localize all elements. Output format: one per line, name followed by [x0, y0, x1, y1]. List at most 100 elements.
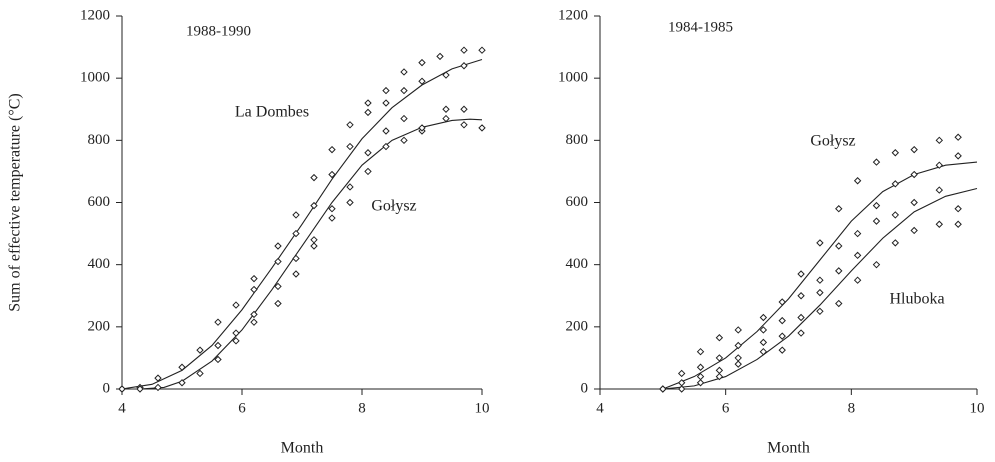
data-point [274, 257, 282, 266]
data-point [677, 369, 686, 378]
x-tick-label: 6 [238, 400, 246, 416]
data-point [835, 205, 843, 213]
data-point [715, 366, 724, 375]
data-point [400, 136, 408, 145]
x-tick-label: 8 [358, 400, 366, 416]
data-point [460, 105, 468, 113]
y-tick-label: 1200 [558, 7, 588, 23]
x-tick-label: 10 [970, 400, 985, 416]
data-point [778, 316, 786, 325]
data-point [891, 149, 900, 157]
data-point [178, 363, 186, 371]
data-point [292, 211, 300, 219]
data-point [310, 236, 318, 244]
data-point [232, 337, 240, 345]
y-tick-label: 800 [88, 132, 111, 148]
data-point [154, 383, 162, 392]
data-point [759, 326, 768, 334]
data-point [696, 372, 705, 381]
data-point [891, 211, 900, 219]
data-point [910, 170, 918, 179]
data-point [759, 347, 768, 356]
y-tick-label: 1000 [558, 70, 588, 86]
data-point [759, 338, 768, 347]
y-tick-label: 1200 [80, 7, 110, 23]
y-tick-label: 0 [581, 380, 589, 396]
fit-curve [662, 161, 978, 390]
y-tick-label: 400 [88, 256, 111, 272]
data-point [659, 385, 667, 393]
data-point [835, 299, 843, 308]
data-point [328, 205, 336, 213]
data-point [734, 341, 742, 350]
x-tick-label: 4 [596, 400, 604, 416]
data-point [816, 276, 824, 284]
data-point [364, 108, 372, 117]
data-point [816, 307, 824, 315]
data-point [853, 276, 862, 284]
data-point [759, 313, 768, 322]
x-tick-label: 6 [722, 400, 730, 416]
data-point [382, 127, 390, 135]
data-point [696, 379, 705, 387]
data-point [364, 167, 372, 176]
data-point [853, 251, 862, 260]
data-point [797, 313, 805, 322]
data-point [442, 114, 450, 123]
data-point [310, 201, 318, 210]
data-point [778, 298, 786, 306]
data-point [478, 124, 486, 132]
data-point [677, 385, 686, 393]
data-point [734, 326, 742, 334]
data-point [797, 292, 805, 300]
data-point [346, 142, 354, 151]
x-tick-label: 10 [475, 400, 490, 416]
data-point [436, 52, 444, 61]
data-point [250, 318, 258, 326]
series-label: Hluboka [889, 291, 944, 308]
data-point [232, 329, 240, 337]
data-point [292, 229, 300, 238]
fit-curve [122, 118, 483, 390]
data-point [835, 267, 843, 275]
data-point [460, 46, 468, 54]
data-point [250, 310, 258, 319]
data-point [816, 288, 824, 297]
data-point [478, 46, 486, 54]
data-point [734, 360, 742, 368]
data-point [872, 158, 881, 166]
data-point [232, 301, 240, 309]
data-point [250, 274, 258, 283]
data-point [310, 242, 318, 250]
panel: 0 200 400 600 800 1000 1200 4 6 8 10 1988-1990 Month… [7, 7, 490, 456]
data-point [442, 105, 450, 113]
panel-title: 1988-1990 [186, 23, 251, 39]
y-tick-label: 0 [103, 380, 111, 396]
data-point [214, 318, 222, 326]
y-tick-label: 600 [566, 194, 589, 210]
data-point [214, 355, 222, 364]
panel: 0 200 400 600 800 1000 1200 4 6 8 10 1984-1985 Month… [558, 7, 985, 456]
data-point [872, 217, 881, 225]
data-point [460, 62, 468, 70]
y-axis-label: Sum of effective temperature (°C) [7, 93, 24, 311]
data-point [382, 99, 390, 107]
data-point [178, 379, 186, 387]
data-point [346, 121, 354, 129]
data-point [935, 220, 944, 228]
y-tick-label: 200 [88, 318, 111, 334]
y-tick-label: 800 [566, 132, 589, 148]
data-point [935, 136, 944, 145]
data-point [364, 149, 372, 157]
series-label: Gołysz [371, 198, 416, 215]
data-point [364, 99, 372, 107]
data-point [196, 346, 204, 354]
data-point [382, 86, 390, 95]
y-tick-label: 200 [566, 318, 589, 334]
data-point [442, 71, 450, 79]
data-point [382, 142, 390, 151]
data-point [954, 152, 962, 160]
data-point [910, 198, 918, 207]
data-point [954, 133, 962, 141]
